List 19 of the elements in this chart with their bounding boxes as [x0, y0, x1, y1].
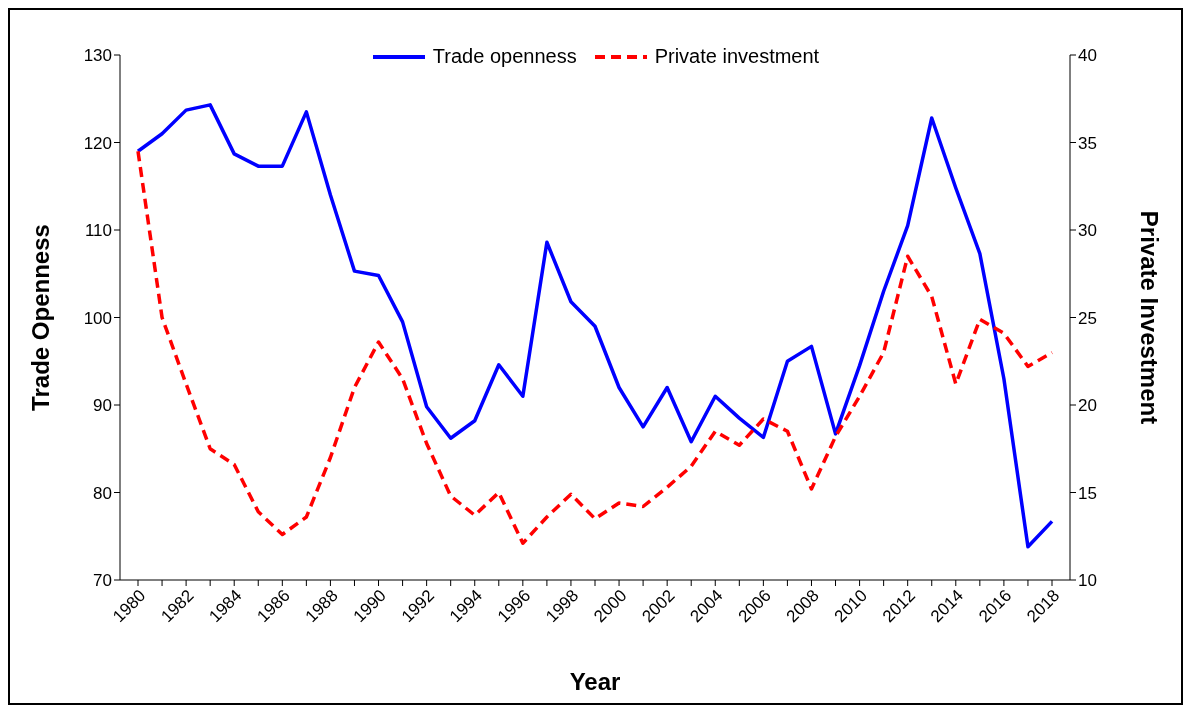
- y-tick-label: 110: [84, 221, 112, 241]
- y-tick-label: 130: [83, 46, 112, 66]
- y2-tick-label: 15: [1078, 483, 1097, 503]
- y2-tick-label: 10: [1078, 571, 1097, 591]
- y-tick-label: 90: [93, 396, 112, 416]
- legend-label: Private investment: [654, 45, 820, 68]
- y2-axis-title: Private Investment: [1136, 210, 1164, 425]
- y2-tick-label: 35: [1078, 133, 1097, 153]
- x-axis-title: Year: [569, 668, 621, 695]
- legend-label: Trade openness: [432, 45, 577, 68]
- y-tick-label: 120: [83, 133, 112, 153]
- y2-tick-label: 25: [1078, 308, 1097, 328]
- y-tick-label: 100: [83, 308, 112, 328]
- y2-tick-label: 40: [1078, 46, 1097, 66]
- y-axis-title: Trade Openness: [26, 224, 54, 411]
- y2-tick-label: 30: [1078, 221, 1097, 241]
- y-tick-label: 70: [93, 571, 112, 591]
- y-tick-label: 80: [93, 483, 112, 503]
- y2-tick-label: 20: [1078, 396, 1097, 416]
